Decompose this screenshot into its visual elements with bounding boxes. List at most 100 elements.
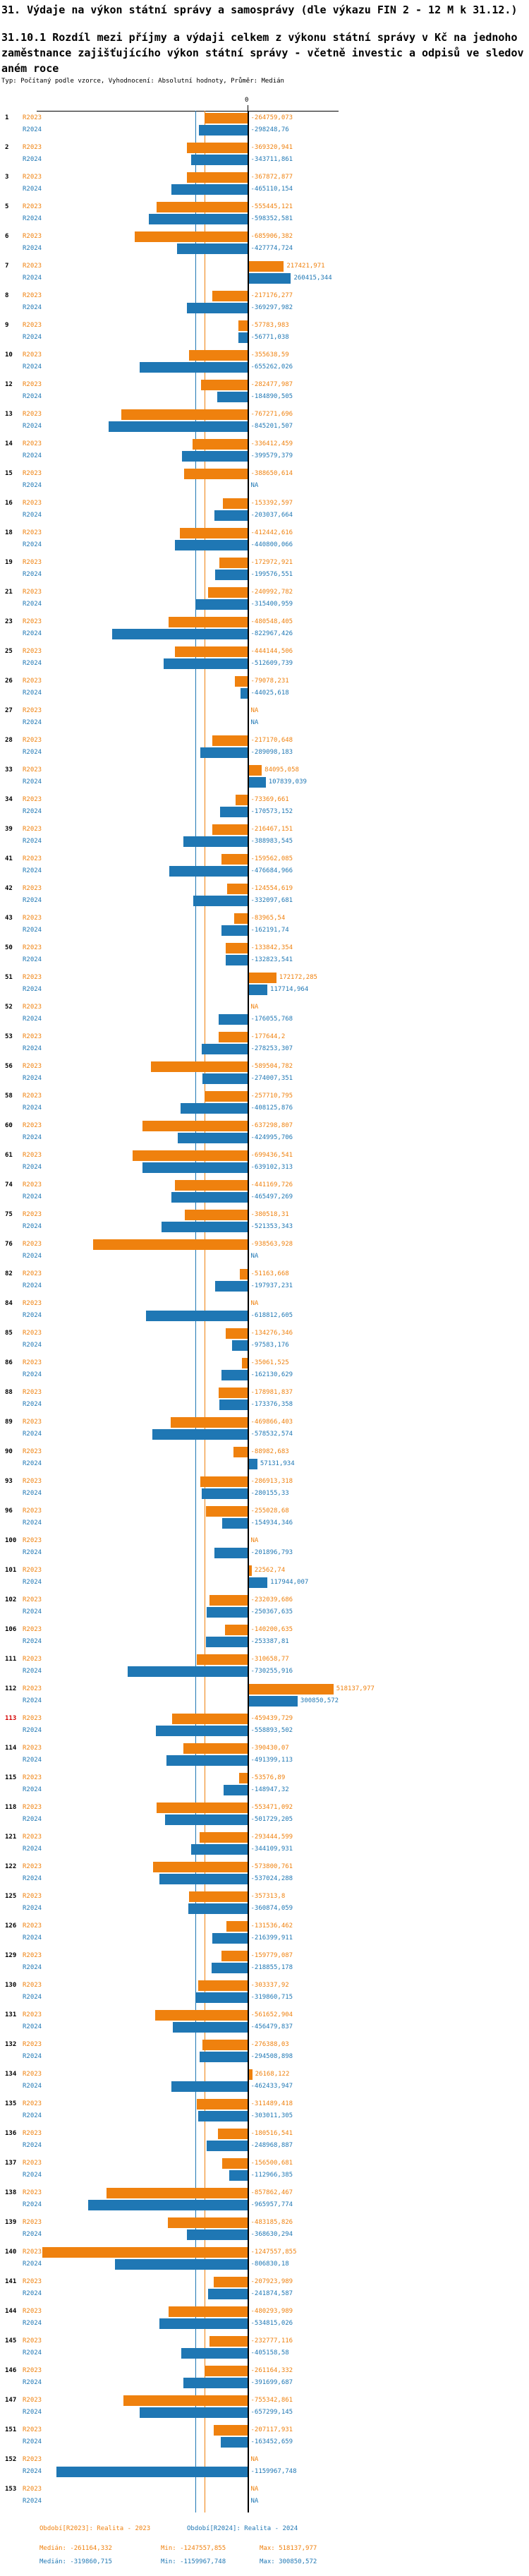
bar-r2024 [155, 1726, 248, 1736]
series-label-r2024: R2024 [23, 2142, 42, 2149]
value-label-r2023: -480548,405 [250, 618, 293, 625]
row-number: 89 [5, 1419, 13, 1426]
value-label-r2024: -97583,176 [250, 1342, 289, 1349]
value-label-r2023: -178981,837 [250, 1389, 293, 1396]
value-label-r2023: -216467,151 [250, 826, 293, 833]
value-label-r2023: -124554,619 [250, 885, 293, 892]
row-number: 74 [5, 1181, 13, 1188]
bar-r2024 [221, 925, 248, 936]
series-label-r2024: R2024 [23, 215, 42, 222]
series-label-r2023: R2023 [23, 944, 42, 951]
row-number: 75 [5, 1211, 13, 1218]
value-label-r2023: -480293,989 [250, 2308, 293, 2315]
bar-r2024 [163, 658, 248, 669]
value-label-r2023: -412442,616 [250, 529, 293, 536]
value-label-r2023: -286913,318 [250, 1478, 293, 1485]
row-number: 146 [5, 2367, 17, 2374]
row-number: 10 [5, 351, 13, 359]
bar-r2023 [226, 1328, 248, 1339]
value-label-r2024: -315400,959 [250, 601, 293, 608]
bar-r2023 [248, 261, 284, 272]
bar-r2024 [175, 540, 248, 550]
bar-r2023 [171, 1714, 248, 1724]
series-label-r2024: R2024 [23, 1282, 42, 1289]
series-label-r2023: R2023 [23, 1715, 42, 1722]
series-label-r2023: R2023 [23, 1567, 42, 1574]
row-number: 14 [5, 440, 13, 447]
value-label-r2023: -685906,382 [250, 233, 293, 240]
row-number: 43 [5, 915, 13, 922]
value-label-r2024: -154934,346 [250, 1519, 293, 1527]
series-label-r2023: R2023 [23, 826, 42, 833]
value-label-r2024: 300850,572 [300, 1697, 339, 1704]
series-label-r2023: R2023 [23, 2308, 42, 2315]
bar-r2024 [142, 1162, 248, 1173]
series-label-r2024: R2024 [23, 2379, 42, 2386]
value-label-r2023: -217170,648 [250, 737, 293, 744]
row-number: 102 [5, 1596, 17, 1603]
value-label-r2024: -806830,18 [250, 2261, 289, 2268]
row-number: 25 [5, 648, 13, 655]
bar-r2024 [202, 1044, 248, 1054]
bar-r2023 [222, 498, 248, 509]
series-label-r2024: R2024 [23, 2468, 42, 2475]
bar-r2023 [92, 1239, 248, 1250]
value-label-r2023: -57783,983 [250, 322, 289, 329]
value-label-r2024: -280155,33 [250, 1490, 289, 1497]
value-label-r2024: -388983,545 [250, 838, 293, 845]
series-label-r2023: R2023 [23, 322, 42, 329]
series-label-r2024: R2024 [23, 660, 42, 667]
row-number: 121 [5, 1834, 17, 1841]
series-label-r2023: R2023 [23, 1685, 42, 1692]
max-stat-r2023: Max: 518137,977 [260, 2545, 317, 2552]
value-label-r2024: -343711,861 [250, 156, 293, 163]
series-label-r2024: R2024 [23, 1846, 42, 1853]
value-label-r2024: 117714,964 [270, 986, 309, 993]
series-label-r2023: R2023 [23, 470, 42, 477]
page-title: 31. Výdaje na výkon státní správy a samo… [1, 4, 518, 16]
row-number: 125 [5, 1893, 17, 1900]
bar-r2023 [248, 765, 262, 776]
series-label-r2024: R2024 [23, 986, 42, 993]
series-label-r2023: R2023 [23, 2189, 42, 2196]
value-label-r2024: -730255,916 [250, 1668, 293, 1675]
value-label-r2023: 172172,285 [279, 974, 317, 981]
value-label-r2024: -558893,502 [250, 1727, 293, 1734]
series-label-r2023: R2023 [23, 1181, 42, 1188]
bar-r2023 [226, 1921, 248, 1932]
bar-r2024 [229, 2170, 248, 2181]
row-number: 130 [5, 1982, 17, 1989]
bar-r2023 [42, 2247, 248, 2258]
row-number: 58 [5, 1093, 13, 1100]
value-label-r2023: -938563,928 [250, 1241, 293, 1248]
bar-r2024 [180, 1103, 248, 1114]
bar-r2024 [183, 2378, 248, 2388]
bar-r2024 [238, 332, 248, 343]
series-label-r2023: R2023 [23, 618, 42, 625]
value-label-r2023: -303337,92 [250, 1982, 289, 1989]
series-label-r2023: R2023 [23, 2486, 42, 2493]
series-label-r2024: R2024 [23, 245, 42, 252]
value-label-r2024: -56771,038 [250, 334, 289, 341]
series-label-r2023: R2023 [23, 174, 42, 181]
bar-r2024 [177, 243, 248, 254]
bar-r2024 [171, 1192, 248, 1203]
bar-r2024 [159, 2318, 248, 2329]
series-label-r2023: R2023 [23, 411, 42, 418]
series-label-r2024: R2024 [23, 1223, 42, 1230]
value-label-r2023: NA [250, 707, 259, 714]
bar-r2023 [175, 1180, 248, 1191]
value-label-r2023: -459439,729 [250, 1715, 293, 1722]
row-number: 3 [5, 174, 9, 181]
value-label-r2023: -255028,68 [250, 1507, 289, 1515]
row-number: 52 [5, 1004, 13, 1011]
bar-r2023 [132, 1150, 248, 1161]
series-label-r2024: R2024 [23, 778, 42, 786]
series-label-r2024: R2024 [23, 1875, 42, 1882]
series-label-r2023: R2023 [23, 2130, 42, 2137]
series-label-r2024: R2024 [23, 1342, 42, 1349]
series-label-r2024: R2024 [23, 1460, 42, 1467]
value-label-r2024: -218855,178 [250, 1964, 293, 1971]
bar-r2023 [200, 1476, 248, 1487]
bar-r2024 [190, 1844, 248, 1855]
